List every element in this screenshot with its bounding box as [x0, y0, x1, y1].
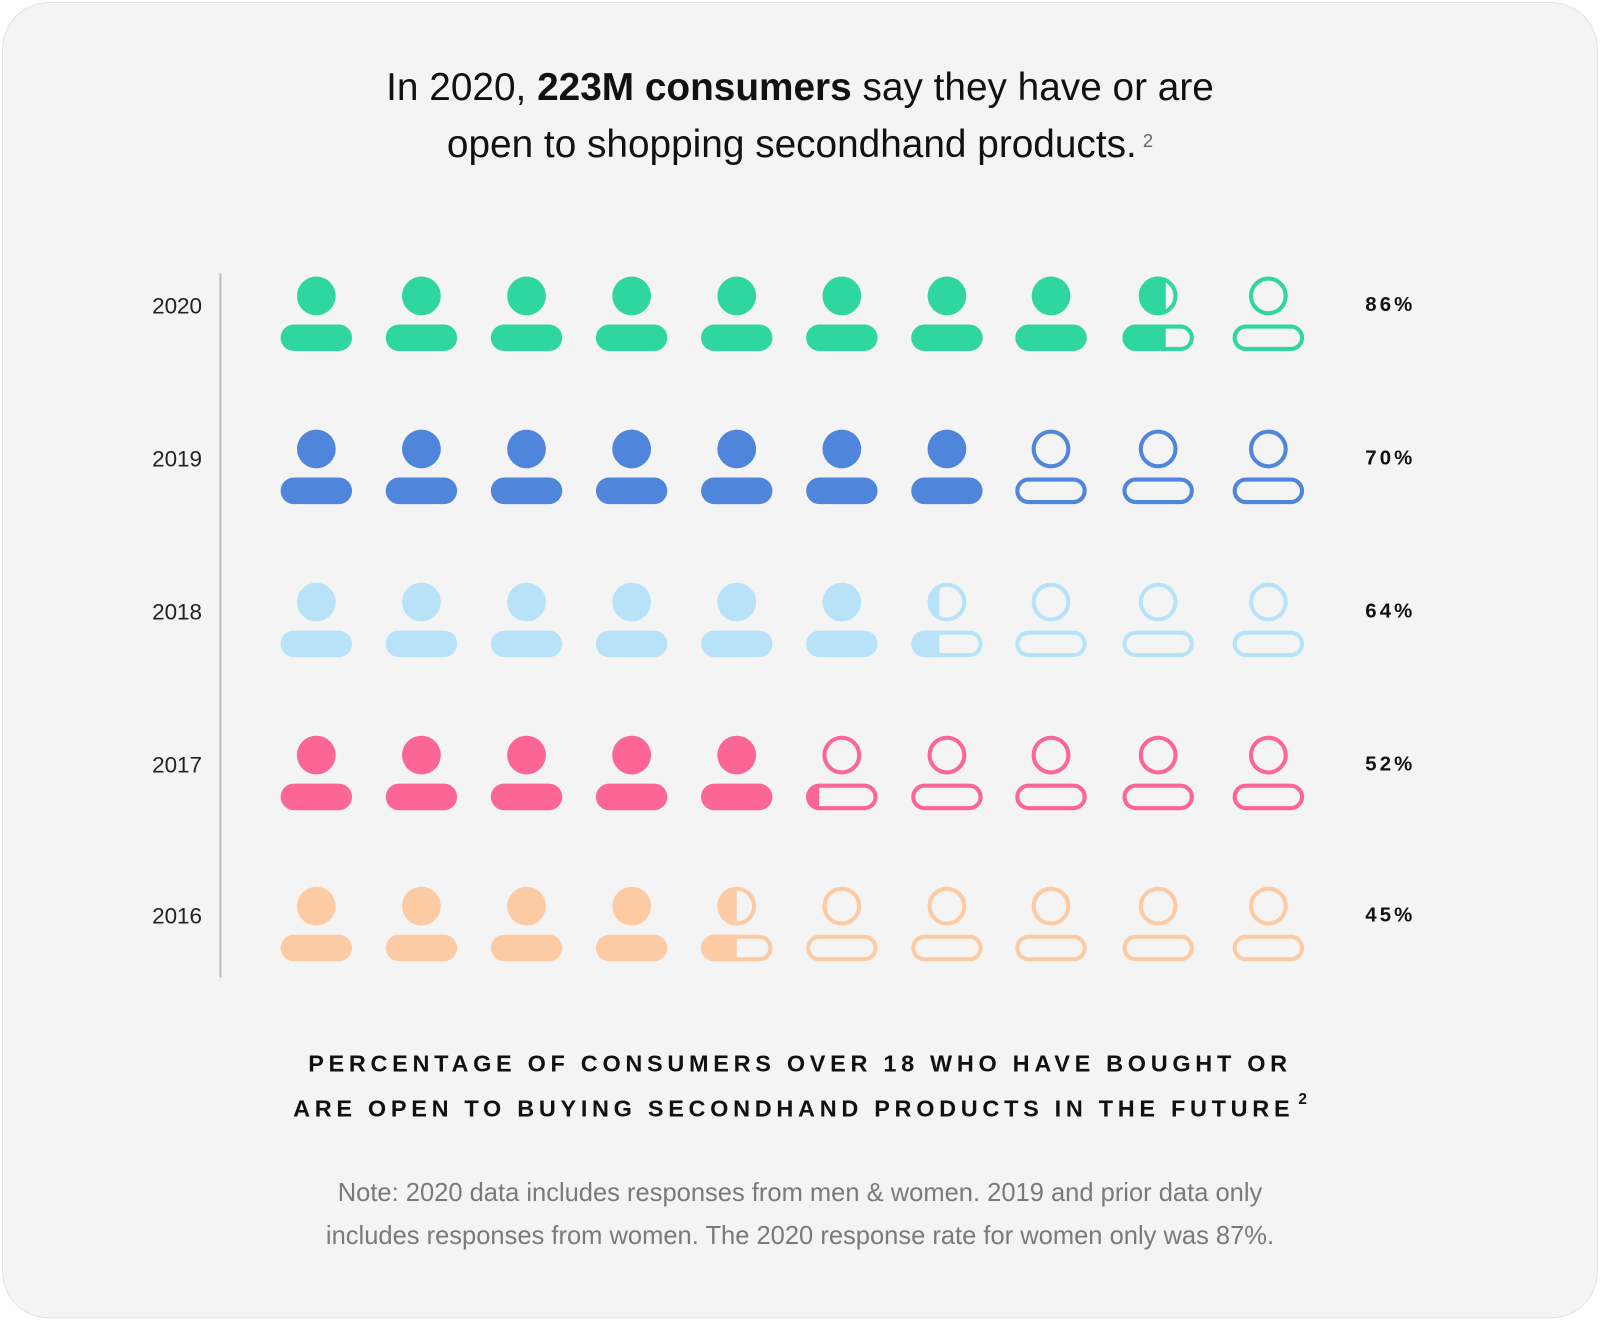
year-label: 2019: [152, 445, 203, 472]
person-icon: [595, 886, 668, 962]
person-icon: [490, 735, 563, 811]
person-icon: [385, 886, 458, 962]
percent-label: 45%: [1365, 904, 1416, 927]
percent-label: 64%: [1365, 599, 1416, 623]
year-label: 2016: [152, 903, 203, 929]
person-icon: [490, 582, 563, 658]
person-icon: [806, 582, 878, 658]
person-icon: [280, 429, 353, 505]
headline-line2: open to shopping secondhand products.: [446, 123, 1137, 167]
percent-label: 70%: [1365, 446, 1416, 470]
person-icon: [490, 429, 563, 505]
year-label: 2018: [152, 598, 203, 625]
person-icon: [280, 276, 353, 352]
person-icon: [1122, 735, 1194, 811]
person-icon: [595, 276, 668, 352]
person-icon: [385, 735, 458, 811]
person-icon: [595, 582, 668, 658]
person-icon: [280, 582, 353, 658]
chart-caption: PERCENTAGE OF CONSUMERS OVER 18 WHO HAVE…: [0, 1041, 1600, 1131]
person-icon: [911, 886, 983, 962]
person-icon: [701, 276, 773, 352]
headline-bold: 223M consumers: [537, 66, 852, 110]
person-icon: [1232, 429, 1305, 505]
person-icon: [1015, 582, 1087, 658]
pictogram: [280, 276, 1305, 962]
person-icon: [806, 276, 878, 352]
person-icon: [490, 886, 563, 962]
person-icon: [701, 886, 773, 962]
person-icon: [280, 886, 353, 962]
person-icon: [1015, 276, 1087, 352]
person-icon: [701, 735, 773, 811]
headline-suffix: say they have or are: [851, 66, 1214, 110]
caption-line2: ARE OPEN TO BUYING SECONDHAND PRODUCTS I…: [293, 1094, 1295, 1122]
caption-line1: PERCENTAGE OF CONSUMERS OVER 18 WHO HAVE…: [308, 1049, 1292, 1077]
caption-footnote: 2: [1298, 1090, 1307, 1109]
person-icon: [1122, 276, 1194, 352]
note-line2: includes responses from women. The 2020 …: [325, 1221, 1275, 1250]
person-icon: [806, 429, 878, 505]
person-icon: [1122, 886, 1194, 962]
person-icon: [911, 582, 983, 658]
note-line1: Note: 2020 data includes responses from …: [337, 1178, 1263, 1208]
person-icon: [911, 735, 983, 811]
person-icon: [911, 276, 983, 352]
person-icon: [385, 582, 458, 658]
person-icon: [385, 429, 458, 505]
note: Note: 2020 data includes responses from …: [0, 1171, 1600, 1257]
person-icon: [1232, 276, 1305, 352]
headline-footnote: 2: [1142, 130, 1154, 152]
axis-line: [219, 273, 222, 978]
person-icon: [1015, 429, 1087, 505]
person-icon: [701, 429, 773, 505]
person-icon: [806, 735, 878, 811]
person-icon: [1232, 886, 1305, 962]
percent-label: 52%: [1365, 753, 1416, 776]
person-icon: [1122, 582, 1194, 658]
year-label: 2020: [152, 292, 203, 319]
person-icon: [1122, 429, 1194, 505]
person-icon: [1232, 735, 1305, 811]
headline: In 2020, 223M consumers say they have or…: [0, 59, 1600, 173]
person-icon: [385, 276, 458, 352]
person-icon: [490, 276, 563, 352]
person-icon: [806, 886, 878, 962]
year-label: 2017: [152, 752, 203, 778]
person-icon: [595, 429, 668, 505]
headline-prefix: In 2020,: [386, 66, 538, 110]
person-icon: [1015, 735, 1087, 811]
person-icon: [280, 735, 353, 811]
person-icon: [595, 735, 668, 811]
person-icon: [1015, 886, 1087, 962]
person-icon: [1232, 582, 1305, 658]
person-icon: [911, 429, 983, 505]
person-icon: [701, 582, 773, 658]
percent-label: 86%: [1365, 293, 1416, 317]
